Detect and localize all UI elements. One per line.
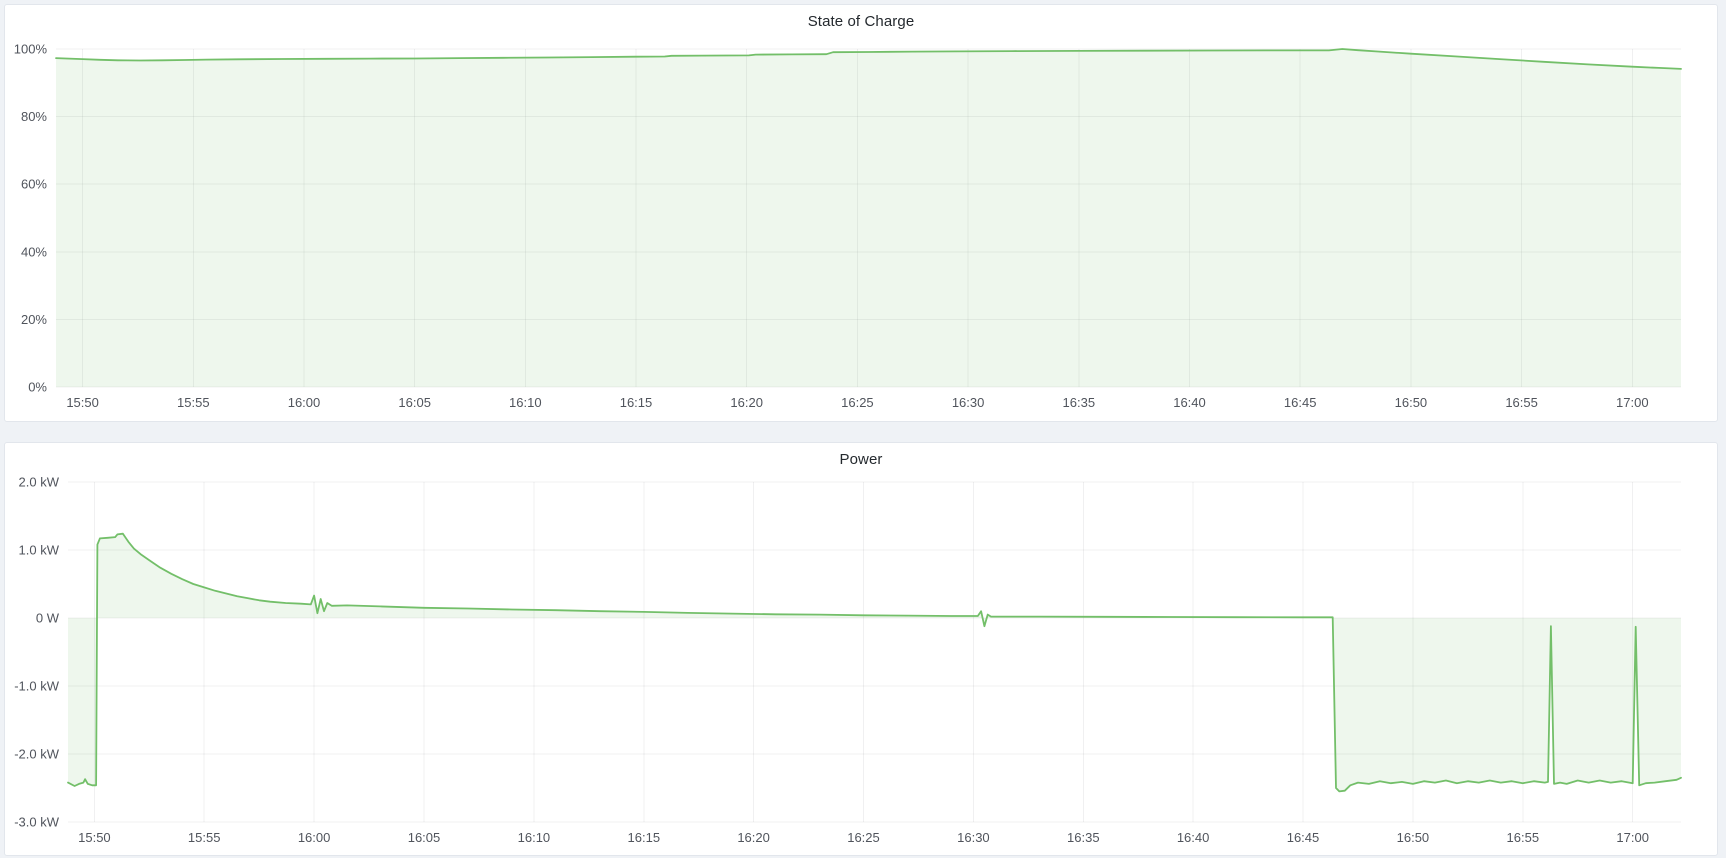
x-tick-label: 16:30 (952, 395, 985, 410)
y-tick-label: 0 W (36, 611, 60, 626)
x-tick-label: 16:15 (620, 395, 653, 410)
x-tick-label: 16:55 (1507, 830, 1540, 845)
x-tick-label: 15:55 (177, 395, 210, 410)
panel-title-power[interactable]: Power (839, 450, 883, 468)
x-tick-label: 16:35 (1067, 830, 1100, 845)
x-tick-label: 16:25 (847, 830, 880, 845)
x-tick-label: 15:50 (66, 395, 99, 410)
y-tick-label: -3.0 kW (14, 815, 60, 830)
x-tick-label: 16:05 (398, 395, 431, 410)
y-tick-label: 0% (28, 380, 47, 395)
series-area (56, 49, 1681, 387)
x-tick-label: 15:50 (78, 830, 111, 845)
x-tick-label: 16:30 (957, 830, 990, 845)
x-tick-label: 16:45 (1284, 395, 1317, 410)
panel-title-state-of-charge[interactable]: State of Charge (807, 12, 915, 30)
series-line (67, 532, 1682, 793)
x-tick-label: 16:50 (1395, 395, 1428, 410)
y-tick-label: 20% (21, 312, 47, 327)
x-tick-label: 16:05 (408, 830, 441, 845)
x-tick-label: 16:20 (730, 395, 763, 410)
y-tick-label: 100% (14, 42, 48, 57)
x-tick-label: 17:00 (1616, 830, 1649, 845)
x-tick-label: 16:25 (841, 395, 874, 410)
x-tick-label: 16:00 (288, 395, 321, 410)
y-tick-label: 80% (21, 109, 47, 124)
x-tick-label: 16:55 (1505, 395, 1538, 410)
y-tick-label: 2.0 kW (19, 475, 60, 490)
x-tick-label: 16:35 (1063, 395, 1096, 410)
x-tick-label: 16:45 (1287, 830, 1320, 845)
x-tick-label: 16:40 (1173, 395, 1206, 410)
y-tick-label: -2.0 kW (14, 747, 60, 762)
power-chart[interactable]: 2.0 kW 1.0 kW 0 W -1.0 kW -2.0 kW -3.0 kW 15:5… (5, 443, 1719, 857)
panel-state-of-charge: State of Charge 0% 20% 40% 60% 80% 100% 15:50 1… (4, 4, 1718, 422)
x-tick-label: 15:55 (188, 830, 221, 845)
x-tick-label: 16:15 (628, 830, 661, 845)
x-tick-label: 16:20 (737, 830, 770, 845)
x-tick-label: 16:50 (1397, 830, 1430, 845)
series-area (68, 533, 1681, 792)
y-tick-label: 1.0 kW (19, 543, 60, 558)
state-of-charge-chart[interactable]: 0% 20% 40% 60% 80% 100% 15:50 15:55 16:00 16:05 16… (5, 5, 1719, 423)
x-tick-label: 16:40 (1177, 830, 1210, 845)
x-tick-label: 16:00 (298, 830, 331, 845)
x-tick-label: 16:10 (518, 830, 551, 845)
x-tick-label: 16:10 (509, 395, 542, 410)
panel-power: Power 2.0 kW 1.0 kW 0 W -1.0 kW -2.0 kW -3.0 … (4, 442, 1718, 856)
y-tick-label: 40% (21, 244, 47, 259)
y-tick-label: -1.0 kW (14, 679, 60, 694)
series-line (55, 48, 1682, 70)
y-tick-label: 60% (21, 177, 47, 192)
x-tick-label: 17:00 (1616, 395, 1649, 410)
